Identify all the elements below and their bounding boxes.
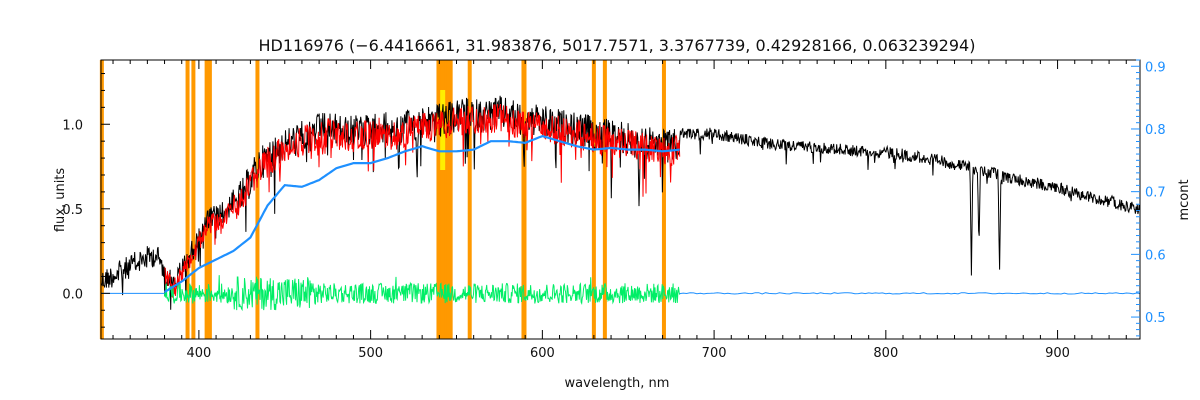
- x-axis-label: wavelength, nm: [565, 376, 670, 391]
- y-axis-ticks-right: 0.5 0.6 0.7 0.8 0.9: [1131, 59, 1166, 337]
- chart-title: HD116976 (−6.4416661, 31.983876, 5017.75…: [259, 36, 976, 55]
- mask-band-6: [436, 60, 441, 339]
- x-tick-label: 900: [1045, 346, 1070, 361]
- x-tick-label: 800: [873, 346, 898, 361]
- mask-band-16: [591, 60, 596, 339]
- mask-band-8: [440, 60, 445, 339]
- observed-spectrum: [100, 95, 1141, 310]
- mask-band-12: [448, 60, 453, 339]
- mask-band-13: [467, 60, 472, 339]
- zero-baseline-right: [679, 292, 1141, 295]
- plot-frame: [100, 59, 1141, 340]
- x-tick-label: 600: [530, 346, 555, 361]
- y-axis-label-right: mcont: [1177, 179, 1192, 220]
- plot-area: [100, 95, 1141, 312]
- y-right-tick-label: 0.9: [1145, 60, 1166, 75]
- y-right-tick-label: 0.6: [1145, 248, 1166, 263]
- mask-band-7: [438, 60, 443, 339]
- mask-band-2: [191, 60, 196, 339]
- x-axis-ticks: 400 500 600 700 800 900: [112, 60, 1127, 361]
- x-tick-label: 500: [358, 346, 383, 361]
- mask-band-1: [185, 60, 190, 339]
- y-tick-label: 0.0: [62, 287, 83, 302]
- mask-band-0: [99, 60, 104, 339]
- y-right-tick-label: 0.7: [1145, 186, 1166, 201]
- model-spectrum: [164, 104, 681, 298]
- y-right-tick-label: 0.8: [1145, 123, 1166, 138]
- y-tick-label: 0.5: [62, 203, 83, 218]
- mask-band-9: [442, 60, 447, 339]
- y-tick-label: 1.0: [62, 118, 83, 133]
- y-axis-ticks-left: 0.0 0.5 1.0: [62, 73, 110, 328]
- mask-band-5: [255, 60, 260, 339]
- x-tick-label: 400: [186, 346, 211, 361]
- mask-band-17: [602, 60, 607, 339]
- mask-bands: [99, 60, 666, 339]
- mask-band-15: [522, 60, 527, 339]
- mask-band-inner: [440, 90, 446, 170]
- residual-spectrum: [164, 275, 681, 312]
- x-tick-label: 700: [702, 346, 727, 361]
- y-right-tick-label: 0.5: [1145, 311, 1166, 326]
- mask-band-3: [204, 60, 209, 339]
- mask-band-18: [661, 60, 666, 339]
- continuum-model: [163, 134, 680, 293]
- mask-band-4: [207, 60, 212, 339]
- y-axis-label: flux, units: [53, 168, 68, 233]
